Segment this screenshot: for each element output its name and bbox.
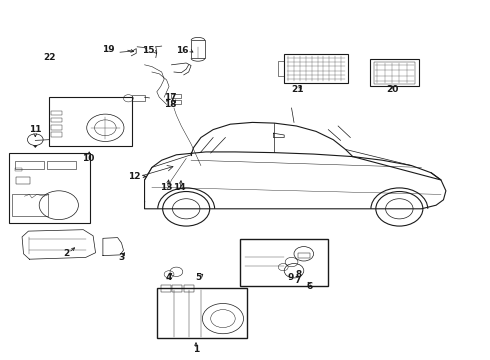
- Bar: [370, 59, 419, 86]
- Bar: [51, 118, 62, 122]
- Text: 12: 12: [128, 172, 141, 181]
- Bar: [191, 40, 205, 58]
- Bar: [240, 239, 328, 286]
- Text: 3: 3: [119, 253, 124, 262]
- Bar: [51, 125, 62, 130]
- Bar: [184, 285, 194, 292]
- Text: 18: 18: [164, 100, 177, 109]
- Text: 10: 10: [82, 154, 95, 163]
- Bar: [132, 95, 145, 101]
- Text: 15: 15: [142, 46, 155, 55]
- Text: 22: 22: [43, 53, 55, 62]
- Bar: [298, 253, 310, 258]
- Bar: [171, 94, 181, 98]
- Bar: [278, 61, 284, 76]
- Polygon shape: [33, 145, 37, 148]
- Bar: [161, 285, 171, 292]
- Text: 21: 21: [292, 85, 304, 94]
- Text: 16: 16: [176, 46, 189, 55]
- Text: 8: 8: [296, 270, 302, 279]
- Bar: [172, 285, 182, 292]
- Bar: [12, 194, 48, 216]
- Bar: [9, 153, 90, 223]
- Text: 1: 1: [193, 346, 199, 354]
- Bar: [51, 132, 62, 137]
- Bar: [47, 161, 76, 169]
- Text: 19: 19: [102, 45, 115, 54]
- Text: 20: 20: [386, 85, 398, 94]
- Text: 6: 6: [307, 282, 313, 291]
- Text: 9: 9: [288, 274, 294, 282]
- Text: 17: 17: [164, 94, 177, 102]
- Bar: [15, 168, 22, 171]
- Bar: [284, 54, 348, 83]
- Bar: [15, 161, 44, 169]
- Text: 7: 7: [294, 276, 301, 285]
- Text: 4: 4: [166, 273, 172, 282]
- Bar: [157, 288, 247, 338]
- Bar: [51, 111, 62, 115]
- Bar: [16, 177, 30, 184]
- Text: 11: 11: [29, 125, 42, 134]
- Text: 14: 14: [172, 184, 185, 192]
- Bar: [171, 100, 181, 104]
- Text: 13: 13: [160, 183, 173, 192]
- Bar: [49, 97, 132, 146]
- Text: 5: 5: [196, 274, 201, 282]
- Bar: [374, 62, 415, 84]
- Text: 2: 2: [63, 249, 69, 258]
